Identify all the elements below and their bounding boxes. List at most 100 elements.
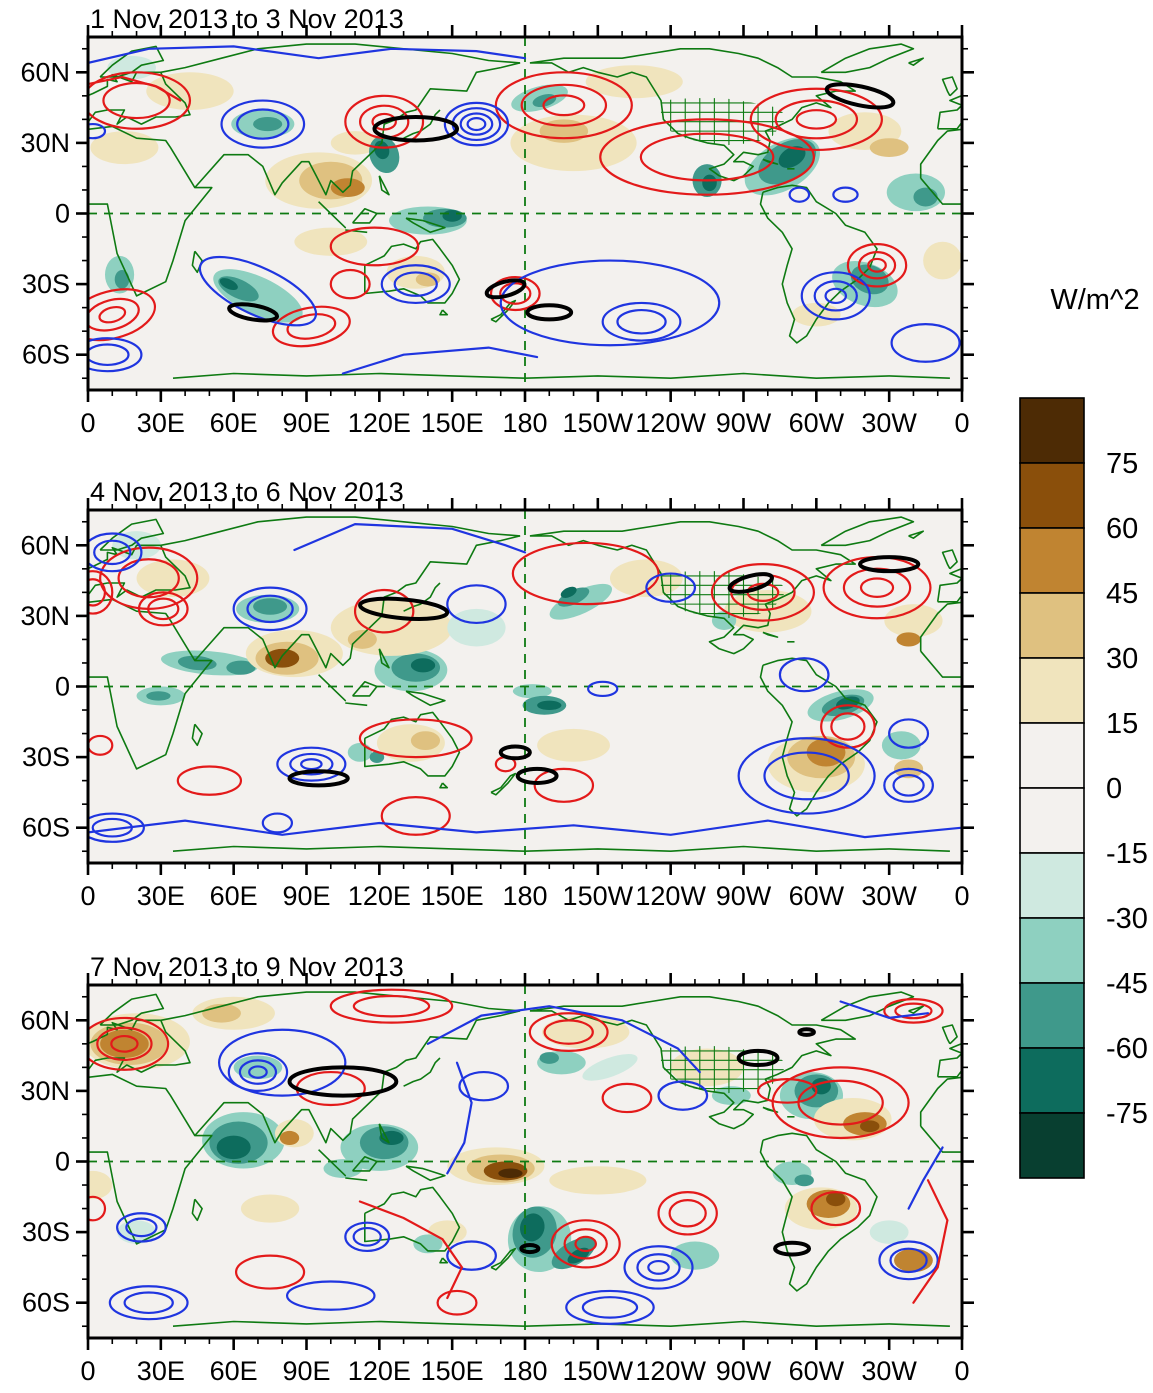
coastline bbox=[1047, 374, 1153, 379]
x-tick-label: 0 bbox=[80, 881, 95, 911]
x-tick-label: 30E bbox=[137, 881, 185, 911]
red-contour bbox=[286, 313, 337, 340]
red-contour bbox=[830, 712, 866, 741]
y-tick-label: 0 bbox=[55, 672, 70, 702]
colorbar-cell bbox=[1019, 462, 1085, 529]
x-tick-label: 120E bbox=[348, 881, 411, 911]
coastline bbox=[191, 1198, 203, 1222]
anomaly-shading bbox=[881, 731, 921, 760]
anomaly-shading bbox=[219, 278, 238, 291]
anomaly-shading bbox=[794, 1174, 814, 1187]
blue-contour bbox=[645, 572, 697, 603]
blue-contour-line bbox=[907, 1146, 944, 1210]
coastline bbox=[405, 217, 446, 234]
anomaly-shading bbox=[253, 117, 283, 132]
coastline bbox=[364, 238, 461, 304]
coastline bbox=[762, 1106, 779, 1113]
black-contour bbox=[287, 769, 350, 788]
anomaly-shading bbox=[415, 272, 441, 287]
anomaly-shading bbox=[100, 1029, 149, 1058]
blue-contour bbox=[88, 812, 145, 843]
anomaly-shading bbox=[537, 700, 562, 711]
map-panel-2 bbox=[0, 510, 962, 863]
anomaly-shading bbox=[226, 660, 256, 675]
black-contour bbox=[227, 302, 280, 323]
anomaly-shading bbox=[670, 1048, 744, 1087]
anomaly-shading bbox=[585, 65, 683, 99]
anomaly-shading bbox=[826, 1192, 846, 1207]
blue-contour bbox=[443, 101, 510, 147]
blue-contour bbox=[616, 308, 667, 335]
coastline bbox=[0, 658, 3, 816]
coastline bbox=[759, 184, 878, 344]
y-tick-label: 30S bbox=[22, 1217, 70, 1247]
anomaly-shading bbox=[146, 72, 234, 110]
coastline bbox=[490, 1247, 517, 1271]
black-contour bbox=[727, 572, 774, 594]
anomaly-shading bbox=[114, 269, 130, 289]
x-tick-label: 150W bbox=[563, 881, 634, 911]
colorbar-cell bbox=[1019, 592, 1085, 659]
y-tick-label: 60S bbox=[22, 340, 70, 370]
coastline bbox=[69, 77, 84, 96]
y-tick-label: 0 bbox=[55, 199, 70, 229]
blue-contour bbox=[892, 774, 925, 797]
red-contour bbox=[749, 87, 883, 152]
coastline bbox=[405, 690, 446, 707]
blue-contour bbox=[788, 186, 811, 203]
coastline bbox=[0, 1322, 76, 1327]
red-contour bbox=[563, 1228, 608, 1260]
blue-contour bbox=[285, 1280, 376, 1311]
blue-contour bbox=[93, 539, 132, 566]
blue-contour bbox=[458, 1070, 510, 1102]
coastline bbox=[405, 1165, 446, 1182]
blue-contour bbox=[466, 117, 487, 132]
x-tick-label: 90W bbox=[716, 881, 772, 911]
anomaly-shading bbox=[923, 241, 962, 280]
coastline bbox=[439, 782, 449, 789]
red-contour bbox=[352, 994, 431, 1018]
anomaly-shading bbox=[330, 599, 453, 656]
black-contour bbox=[484, 278, 527, 300]
colorbar-tick-label: -15 bbox=[1106, 838, 1148, 870]
anomaly-shading bbox=[413, 1234, 443, 1254]
x-tick-label: 0 bbox=[80, 408, 95, 438]
anomaly-shading bbox=[442, 209, 462, 222]
coastline bbox=[172, 1320, 950, 1327]
x-tick-label: 150W bbox=[563, 1356, 634, 1386]
anomaly-shading bbox=[146, 691, 171, 701]
blue-contour bbox=[393, 271, 438, 297]
black-contour bbox=[525, 303, 574, 322]
colorbar-tick-label: 15 bbox=[1106, 708, 1138, 740]
y-tick-label: 60S bbox=[22, 813, 70, 843]
red-contour bbox=[98, 305, 127, 324]
blue-contour bbox=[88, 122, 107, 140]
x-tick-label: 60E bbox=[210, 408, 258, 438]
anomaly-shading bbox=[537, 728, 610, 762]
blue-contour bbox=[657, 1080, 709, 1111]
red-contour bbox=[88, 71, 192, 130]
x-tick-label: 90E bbox=[282, 408, 330, 438]
blue-contour bbox=[116, 1212, 167, 1243]
red-contour bbox=[756, 1078, 818, 1104]
x-tick-label: 0 bbox=[954, 881, 969, 911]
blue-contour bbox=[88, 337, 143, 373]
red-contour bbox=[88, 1195, 107, 1222]
black-contour bbox=[797, 1027, 816, 1037]
red-contour bbox=[599, 118, 816, 196]
red-contour bbox=[668, 1199, 707, 1228]
anomaly-shading bbox=[347, 630, 377, 649]
anomaly-shading bbox=[136, 559, 210, 598]
anomaly-shading bbox=[860, 1120, 880, 1133]
blue-contour bbox=[88, 532, 143, 573]
red-contour-line bbox=[358, 1200, 464, 1300]
coastline bbox=[490, 299, 517, 323]
blue-contour bbox=[220, 99, 306, 149]
red-contour bbox=[511, 541, 660, 606]
coastline bbox=[974, 46, 1037, 77]
coastline bbox=[0, 374, 76, 379]
blue-contour bbox=[218, 1028, 347, 1097]
red-contour bbox=[810, 1190, 862, 1227]
blue-contour bbox=[246, 594, 294, 624]
